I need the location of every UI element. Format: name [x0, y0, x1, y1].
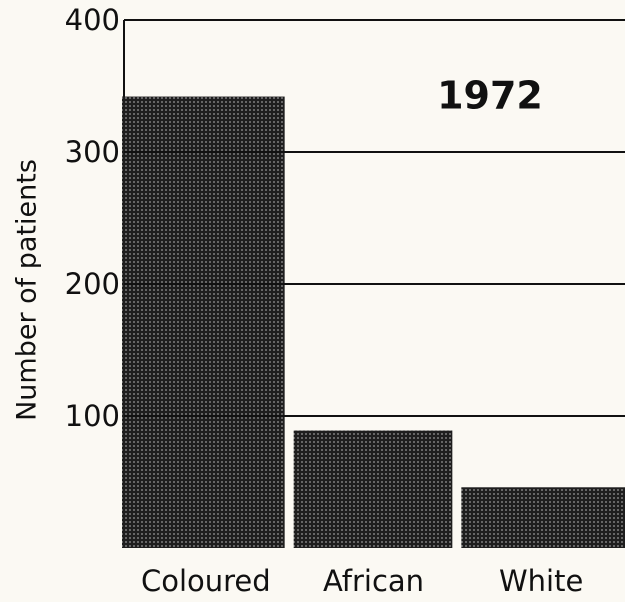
annotation: 1972	[437, 74, 543, 118]
y-axis-label: Number of patients	[12, 159, 43, 421]
bar	[461, 487, 625, 548]
bar	[293, 430, 453, 548]
y-tick-label: 200	[65, 267, 120, 301]
bar	[122, 96, 285, 548]
x-tick-label: Coloured	[141, 564, 271, 598]
y-tick-label: 300	[65, 135, 120, 169]
y-tick-label: 100	[65, 399, 120, 433]
y-tick-label: 400	[65, 3, 120, 37]
x-tick-label: African	[323, 564, 424, 598]
x-tick-label: White	[499, 564, 583, 598]
